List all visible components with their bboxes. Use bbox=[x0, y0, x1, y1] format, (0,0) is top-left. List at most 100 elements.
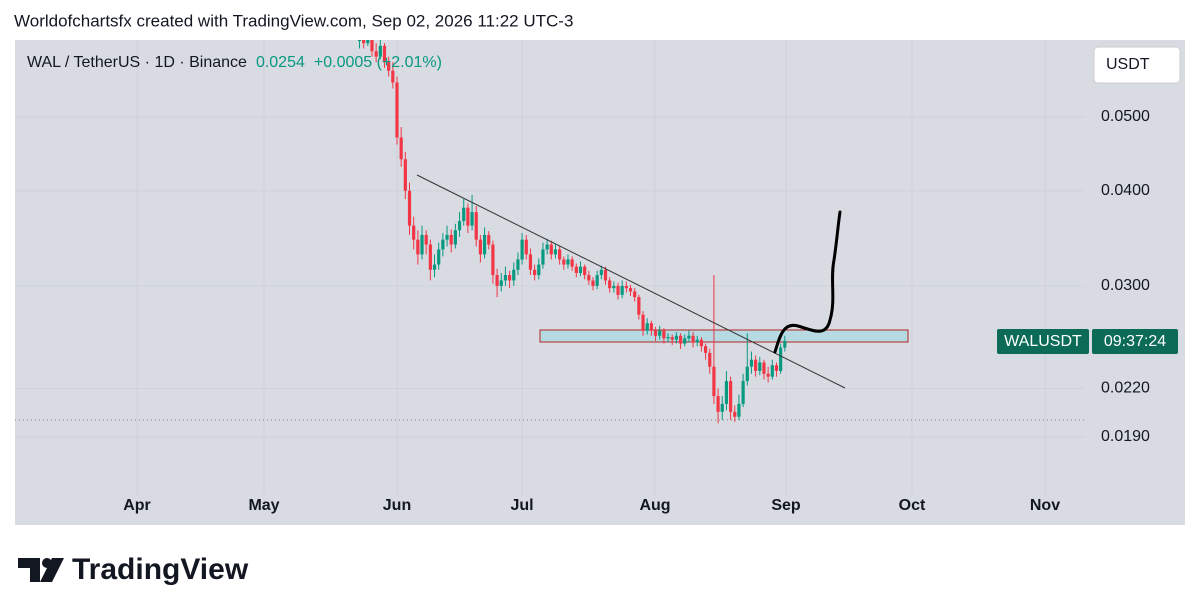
candle-body bbox=[683, 338, 687, 344]
candle-body bbox=[670, 337, 674, 340]
candle-body bbox=[357, 40, 362, 41]
candle-body bbox=[766, 373, 770, 377]
candle-body bbox=[503, 275, 508, 281]
candle-body bbox=[541, 249, 545, 265]
candle-body bbox=[399, 137, 403, 160]
candle-body bbox=[712, 366, 716, 397]
candle-body bbox=[783, 340, 787, 348]
candle-body bbox=[457, 221, 462, 231]
candle-body bbox=[382, 45, 387, 63]
candle-body bbox=[758, 362, 762, 371]
candle-body bbox=[516, 259, 520, 270]
y-tick-label: 0.0190 bbox=[1101, 428, 1150, 445]
candle-body bbox=[658, 330, 662, 336]
candle-body bbox=[628, 288, 633, 292]
candle-body bbox=[437, 249, 441, 265]
candle-body bbox=[716, 396, 720, 412]
candle-body bbox=[495, 275, 499, 286]
logo-slash bbox=[40, 558, 64, 582]
y-tick-label: 0.0220 bbox=[1101, 380, 1150, 397]
x-tick-label: Jun bbox=[383, 497, 411, 514]
candle-body bbox=[574, 266, 578, 273]
candle-body bbox=[754, 359, 758, 371]
drawn-curve bbox=[773, 210, 842, 354]
y-tick-label: 0.0500 bbox=[1101, 108, 1150, 125]
currency[interactable]: USDT bbox=[1106, 56, 1150, 73]
price-tag-countdown: 09:37:24 bbox=[1104, 333, 1166, 350]
candle-body bbox=[745, 366, 749, 382]
candle-body bbox=[412, 225, 416, 240]
candle-body bbox=[595, 275, 599, 286]
candle-body bbox=[649, 323, 653, 331]
candle-body bbox=[749, 359, 754, 367]
candle-body bbox=[641, 314, 645, 331]
x-tick-label: Sep bbox=[771, 497, 801, 514]
candle-body bbox=[407, 190, 412, 226]
candle-body bbox=[441, 239, 445, 250]
footer-logo: TradingView bbox=[18, 553, 249, 586]
candle-body bbox=[499, 280, 503, 286]
candle-body bbox=[741, 381, 745, 404]
y-tick-label: 0.0400 bbox=[1101, 182, 1150, 199]
candles bbox=[357, 40, 787, 424]
candle-body bbox=[708, 352, 712, 367]
candle-body bbox=[432, 264, 437, 270]
x-tick-label: Aug bbox=[639, 497, 670, 514]
candle-body bbox=[653, 330, 658, 336]
currency-box[interactable] bbox=[1093, 46, 1181, 84]
candle-body bbox=[428, 244, 432, 270]
candle-body bbox=[370, 40, 374, 52]
candle-body bbox=[624, 285, 628, 289]
candle-body bbox=[729, 381, 733, 412]
candle-body bbox=[733, 411, 737, 417]
header: Worldofchartsfx created with TradingView… bbox=[14, 11, 573, 30]
candle-body bbox=[362, 40, 366, 44]
candle-body bbox=[558, 249, 562, 260]
candle-body bbox=[720, 403, 724, 412]
candle-body bbox=[491, 244, 495, 276]
candle-body bbox=[599, 269, 603, 276]
candle-body bbox=[645, 323, 649, 331]
candle-body bbox=[520, 239, 524, 260]
candle-body bbox=[474, 212, 478, 240]
candle-body bbox=[633, 291, 637, 298]
candle-body bbox=[583, 266, 587, 276]
candle-body bbox=[537, 264, 541, 276]
candle-body bbox=[482, 234, 487, 255]
candle-body bbox=[545, 244, 549, 250]
candle-body bbox=[512, 269, 516, 281]
candle-body bbox=[470, 212, 474, 226]
candle-body bbox=[391, 70, 395, 83]
x-tick-label: Jul bbox=[510, 497, 533, 514]
y-tick-label: 0.0300 bbox=[1101, 277, 1150, 294]
x-tick-label: Oct bbox=[899, 497, 926, 514]
candle-body bbox=[779, 347, 783, 371]
candle-body bbox=[549, 244, 553, 255]
candle-body bbox=[416, 239, 420, 255]
footer-brand: TradingView bbox=[72, 553, 249, 586]
candle-body bbox=[666, 337, 670, 339]
candle-body bbox=[528, 254, 533, 270]
price-tag-symbol: WALUSDT bbox=[1004, 333, 1082, 350]
candle-body bbox=[366, 40, 370, 44]
candle-body bbox=[587, 275, 591, 281]
candle-body bbox=[445, 234, 449, 240]
candle-body bbox=[578, 266, 583, 273]
candle-body bbox=[612, 285, 616, 289]
candle-body bbox=[770, 365, 774, 377]
price-tag-symbol-box bbox=[997, 329, 1089, 354]
candle-body bbox=[449, 234, 453, 245]
logo-mark bbox=[18, 558, 40, 582]
candle-body bbox=[678, 335, 683, 344]
candle-body bbox=[691, 335, 695, 343]
candle-body bbox=[453, 230, 457, 245]
candle-body bbox=[620, 285, 624, 295]
candle-body bbox=[507, 275, 512, 281]
x-tick-label: May bbox=[248, 497, 279, 514]
x-tick-label: Apr bbox=[123, 497, 151, 514]
candle-body bbox=[533, 269, 537, 276]
candle-body bbox=[724, 381, 729, 404]
candle-body bbox=[616, 285, 620, 295]
